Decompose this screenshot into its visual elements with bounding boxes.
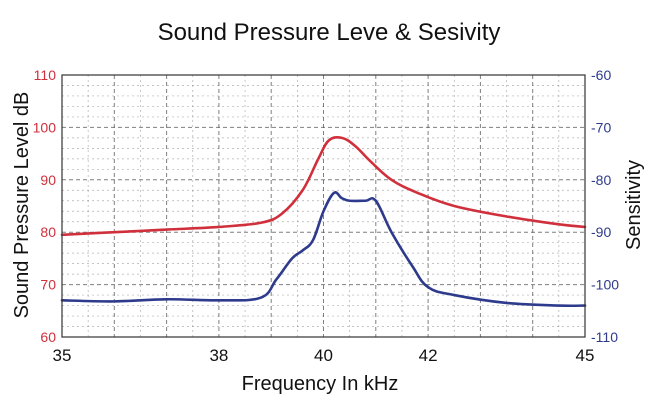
x-tick-label: 45 <box>576 346 595 365</box>
y-right-tick-label: -90 <box>591 224 611 240</box>
y-left-tick-label: 90 <box>40 172 56 188</box>
x-axis-title: Frequency In kHz <box>242 373 399 395</box>
y-right-tick-label: -80 <box>591 172 611 188</box>
ticks-layer: 35 38 40 42 45 60 70 80 90 100 110 -110 -100 -90 -80 -7… <box>33 67 620 365</box>
x-tick-label: 35 <box>53 346 72 365</box>
y-right-tick-label: -60 <box>591 67 611 83</box>
x-tick-label: 38 <box>209 346 228 365</box>
chart-title: Sound Pressure Leve & Sesivity <box>158 19 501 46</box>
plot-frame <box>61 74 586 338</box>
y-right-tick-label: -110 <box>591 329 618 345</box>
y-left-tick-label: 70 <box>40 277 56 293</box>
y-right-axis-title: Sensitivity <box>623 160 645 250</box>
y-left-tick-label: 100 <box>33 119 57 135</box>
x-tick-label: 42 <box>419 346 438 365</box>
y-left-tick-label: 80 <box>40 224 56 240</box>
series-line-sensitivity <box>60 191 587 308</box>
grid <box>62 75 585 337</box>
y-left-tick-label: 110 <box>34 67 57 83</box>
y-right-tick-label: -70 <box>591 119 611 135</box>
y-left-axis-title: Sound Pressure Level dB <box>11 92 33 319</box>
series-line-spl <box>60 136 587 237</box>
x-tick-label: 40 <box>314 346 333 365</box>
series-layer <box>60 136 587 308</box>
y-right-tick-label: -100 <box>591 277 619 293</box>
y-left-tick-label: 60 <box>40 329 56 345</box>
